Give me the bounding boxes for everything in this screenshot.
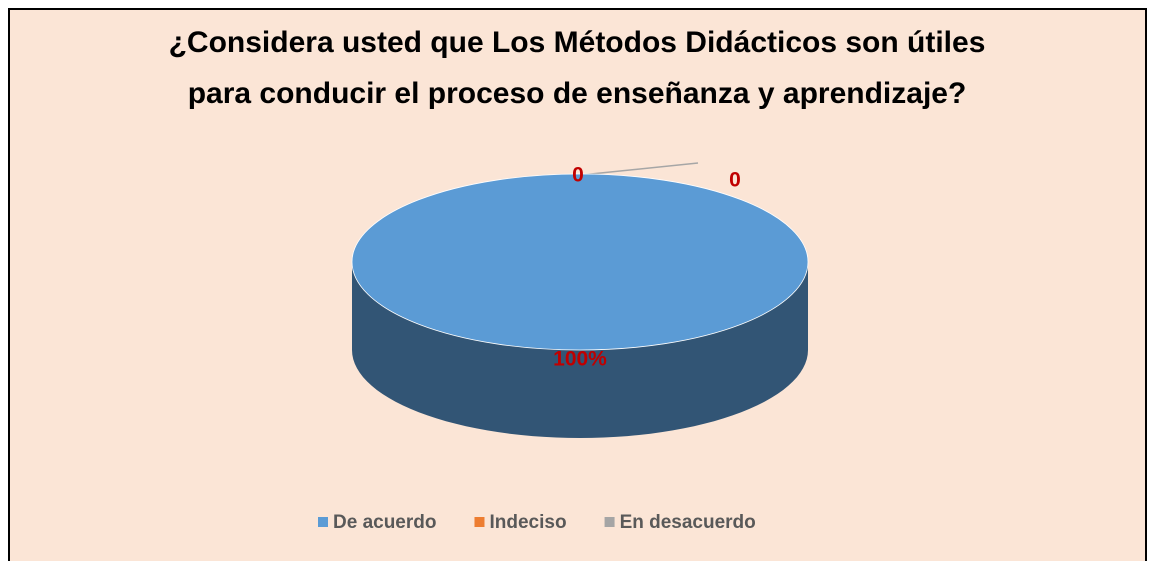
legend-swatch	[474, 517, 485, 527]
legend-label: Indeciso	[489, 512, 566, 533]
data-label: 100%	[553, 348, 607, 371]
legend-swatch	[318, 517, 328, 527]
leader-line	[580, 162, 699, 176]
legend-label: De acuerdo	[333, 512, 436, 533]
legend-swatch	[604, 517, 615, 527]
pie-slice	[351, 173, 809, 351]
chart-title: para conducir el proceso de enseñanza y …	[188, 77, 967, 110]
data-label: 0	[729, 169, 741, 192]
chart-title: ¿Considera usted que Los Métodos Didácti…	[169, 26, 986, 59]
data-label: 0	[572, 164, 584, 187]
legend-label: En desacuerdo	[620, 512, 756, 533]
